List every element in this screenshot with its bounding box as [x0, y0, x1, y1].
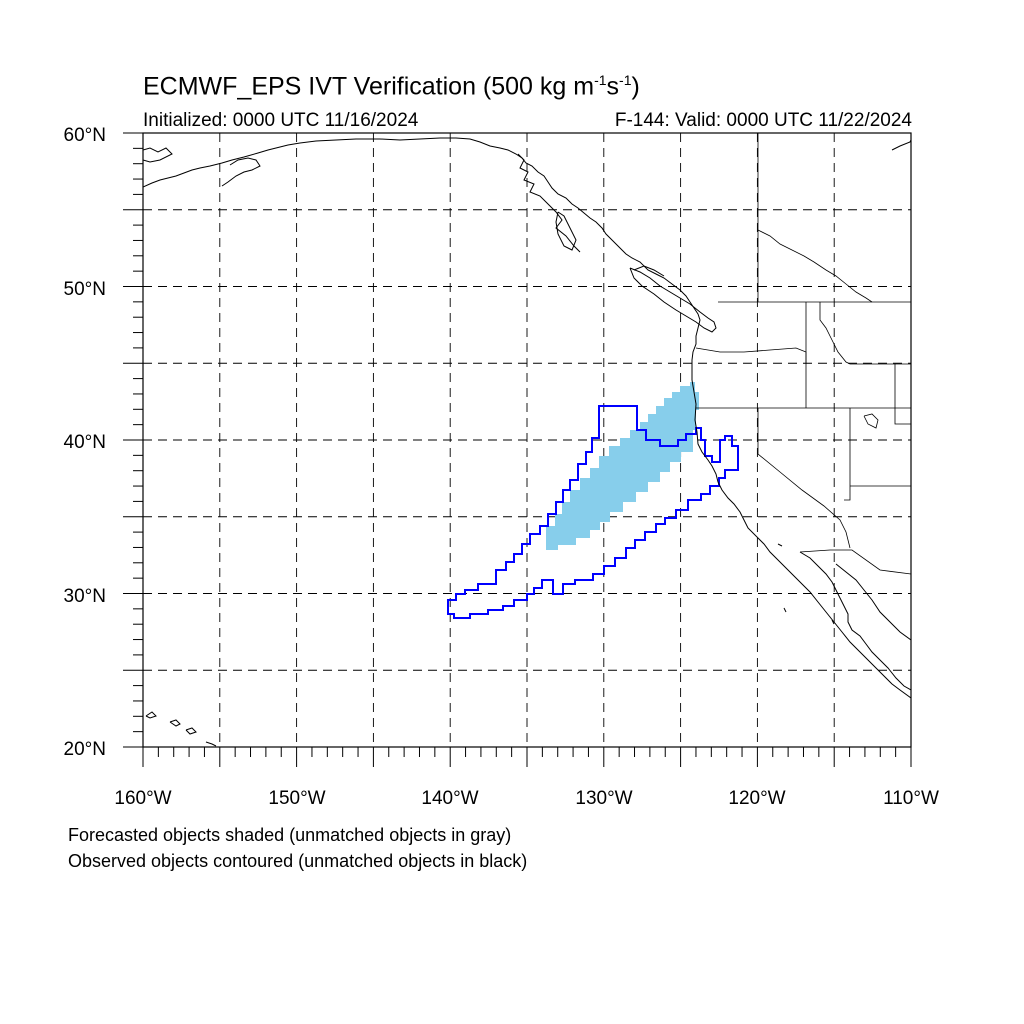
lat-label-40n: 40°N	[64, 432, 106, 453]
lon-label-110w: 110°W	[883, 788, 939, 809]
footer-forecast-note: Forecasted objects shaded (unmatched obj…	[68, 825, 512, 845]
lon-label-120w: 120°W	[728, 788, 785, 809]
map-title: ECMWF_EPS IVT Verification (500 kg m-1s-…	[143, 72, 640, 101]
initialized-label: Initialized: 0000 UTC 11/16/2024	[143, 110, 419, 131]
coastlines	[143, 137, 911, 747]
lon-label-140w: 140°W	[421, 788, 478, 809]
lat-label-30n: 30°N	[64, 586, 106, 607]
alaska-coast	[143, 137, 911, 699]
axis-ticks	[123, 132, 912, 767]
political-borders	[695, 133, 911, 575]
lat-label-50n: 50°N	[64, 279, 106, 300]
lon-label-160w: 160°W	[114, 788, 171, 809]
forecast-object	[546, 382, 699, 550]
lon-label-130w: 130°W	[575, 788, 632, 809]
lon-labels: 160°W 150°W 140°W 130°W 120°W 110°W	[114, 788, 939, 809]
lat-labels: 60°N 50°N 40°N 30°N 20°N	[64, 125, 106, 760]
lon-label-150w: 150°W	[268, 788, 325, 809]
lat-label-20n: 20°N	[64, 739, 106, 760]
lat-label-60n: 60°N	[64, 125, 106, 146]
lat-lon-grid	[143, 133, 911, 747]
valid-label: F-144: Valid: 0000 UTC 11/22/2024	[614, 110, 912, 131]
footer-observed-note: Observed objects contoured (unmatched ob…	[68, 851, 528, 871]
observed-object-contour	[447, 405, 739, 619]
